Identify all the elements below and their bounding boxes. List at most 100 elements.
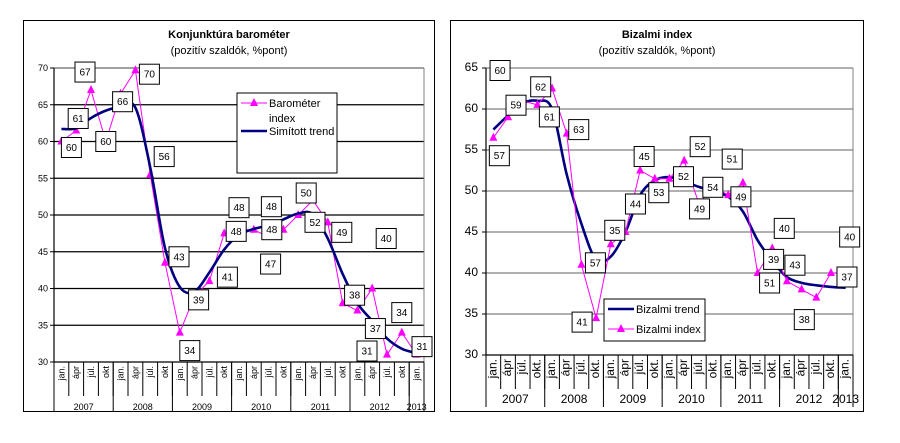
x-year-label: 2010 (678, 392, 705, 406)
data-label-box (730, 186, 752, 208)
right-chart-svg: Bizalmi index (pozitív szaldók, %pont) 3… (465, 29, 861, 407)
triangle-marker (533, 99, 542, 108)
data-label-box (648, 182, 670, 204)
data-label: 57 (590, 258, 602, 269)
data-label: 59 (510, 101, 522, 112)
triangle-marker (397, 327, 406, 336)
x-quarter-label: okt (101, 366, 111, 379)
x-year-label: 2010 (251, 402, 271, 411)
data-label: 39 (193, 295, 205, 306)
data-label: 49 (694, 204, 706, 215)
data-label-box (488, 145, 510, 167)
x-quarter-label: júl. (86, 366, 96, 379)
x-year-label: 2013 (407, 402, 427, 411)
data-label: 40 (779, 224, 791, 235)
y-tick-label: 40 (38, 284, 48, 294)
triangle-marker (353, 305, 362, 314)
x-quarter-label: jan. (116, 366, 126, 382)
x-quarter-label: ápr (308, 366, 318, 379)
triangle-marker (489, 132, 498, 141)
x-year-label: 2009 (619, 392, 646, 406)
x-quarter-label: júl. (145, 366, 155, 379)
triangle-marker (175, 327, 184, 336)
data-label-box (624, 193, 646, 215)
data-label: 61 (73, 114, 85, 125)
data-label: 51 (764, 279, 776, 290)
data-label: 67 (79, 68, 91, 79)
triangle-marker (636, 165, 645, 174)
data-label: 50 (301, 189, 313, 200)
data-label-box (138, 63, 160, 85)
data-label: 70 (144, 70, 156, 81)
data-label-box (60, 137, 82, 158)
data-label-box (228, 197, 250, 219)
x-quarter-label: ápr (249, 366, 259, 379)
data-label-box (793, 309, 815, 331)
x-quarter-label: ápr (617, 359, 631, 376)
data-label: 53 (653, 188, 665, 199)
data-label-box (530, 76, 552, 98)
data-label-box (689, 136, 711, 158)
legend-triangle-icon (617, 324, 625, 332)
data-label-box (759, 272, 781, 294)
left-chart-svg: Konjunktúra barométer (pozitív szaldók, … (38, 29, 433, 411)
triangle-marker (650, 173, 659, 182)
x-quarter-label: júl. (515, 359, 529, 375)
legend-label: Bizalmi trend (636, 304, 700, 316)
x-quarter-label: ápr (735, 359, 749, 376)
triangle-marker (738, 177, 747, 186)
triangle-marker (782, 276, 791, 285)
triangle-marker (368, 283, 377, 292)
y-tick-label: 65 (465, 60, 479, 74)
data-label: 52 (678, 172, 690, 183)
data-label: 44 (630, 200, 642, 211)
x-year-label: 2011 (311, 402, 330, 411)
x-quarter-label: jan. (234, 366, 244, 382)
x-quarter-label: júl. (691, 359, 705, 375)
y-tick-label: 50 (38, 210, 48, 220)
data-label-box (773, 217, 795, 239)
data-label-box (571, 311, 593, 333)
x-quarter-label: jan. (412, 366, 422, 382)
data-label: 34 (396, 308, 408, 319)
data-label: 47 (265, 260, 277, 271)
x-quarter-label: jan. (603, 359, 617, 379)
data-label-box (179, 340, 201, 362)
x-quarter-label: okt (338, 366, 348, 379)
data-label: 31 (416, 342, 428, 353)
right-legend: Bizalmi trend Bizalmi index (603, 298, 706, 342)
data-label: 41 (222, 273, 234, 284)
triangle-marker (504, 112, 513, 121)
data-label: 45 (639, 152, 651, 163)
x-quarter-label: ápr (676, 359, 690, 376)
data-label-box (538, 106, 560, 128)
data-label-box (95, 131, 117, 152)
left-chart-title: Konjunktúra barométer (168, 29, 290, 41)
triangle-marker (797, 284, 806, 293)
y-tick-label: 30 (38, 357, 48, 367)
data-label-box (344, 284, 366, 306)
triangle-marker (812, 292, 821, 301)
x-year-label: 2012 (370, 402, 390, 411)
x-quarter-label: jan. (352, 366, 362, 382)
data-label: 49 (735, 192, 747, 203)
data-label-box (604, 219, 626, 241)
data-label: 63 (573, 125, 585, 136)
x-quarter-label: okt (160, 366, 170, 379)
data-label: 41 (577, 318, 589, 329)
y-tick-label: 45 (38, 247, 48, 257)
data-label: 38 (349, 291, 361, 302)
data-label-box (836, 266, 858, 288)
data-label: 37 (841, 273, 853, 284)
y-tick-label: 35 (38, 320, 48, 330)
data-label-box (74, 61, 96, 83)
x-quarter-label: jan. (779, 359, 793, 379)
triangle-marker (131, 65, 140, 74)
y-tick-label: 65 (38, 100, 48, 110)
data-label: 39 (768, 255, 780, 266)
data-label-box (689, 198, 711, 220)
x-year-label: 2009 (192, 402, 212, 411)
